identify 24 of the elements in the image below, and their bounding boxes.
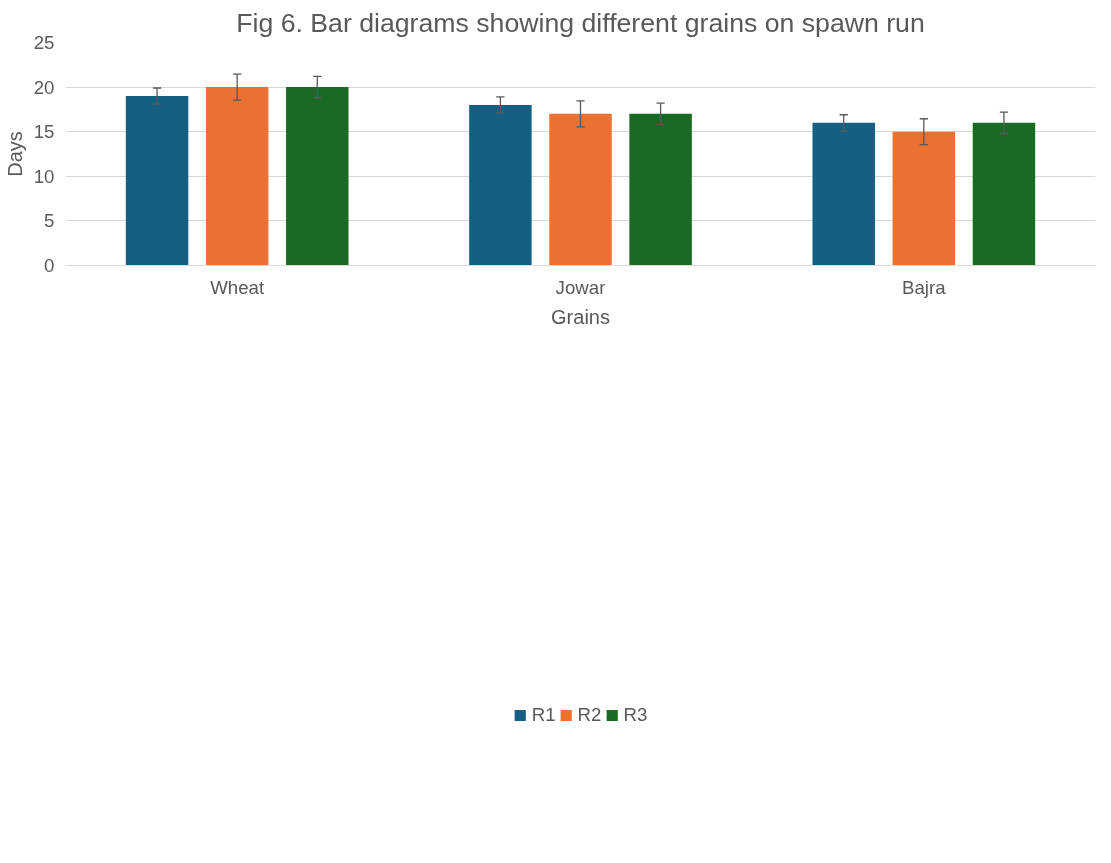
x-tick-label: Bajra xyxy=(902,276,947,298)
legend-label: R3 xyxy=(623,703,648,726)
x-tick-label: Wheat xyxy=(210,276,265,298)
y-tick-label: 15 xyxy=(33,121,55,143)
y-tick-label: 10 xyxy=(33,165,55,187)
legend-label: R1 xyxy=(531,703,556,726)
y-axis-title: Days xyxy=(3,131,26,177)
bar xyxy=(629,113,692,266)
bar xyxy=(286,87,349,266)
bar xyxy=(125,96,189,266)
legend-label: R2 xyxy=(577,703,602,726)
bar xyxy=(469,104,532,266)
chart-title: Fig 6. Bar diagrams showing different grains on spawn run xyxy=(236,7,925,38)
x-axis-title: Grains xyxy=(551,305,610,328)
y-tick-label: 0 xyxy=(44,255,55,276)
bar xyxy=(205,87,269,266)
bar xyxy=(972,122,1036,266)
y-tick-label: 5 xyxy=(44,210,55,232)
bar xyxy=(892,131,956,266)
y-tick-label: 25 xyxy=(33,32,55,53)
bar xyxy=(812,122,875,266)
y-tick-label: 20 xyxy=(33,76,55,98)
x-tick-label: Jowar xyxy=(555,276,606,298)
bar xyxy=(549,113,612,266)
